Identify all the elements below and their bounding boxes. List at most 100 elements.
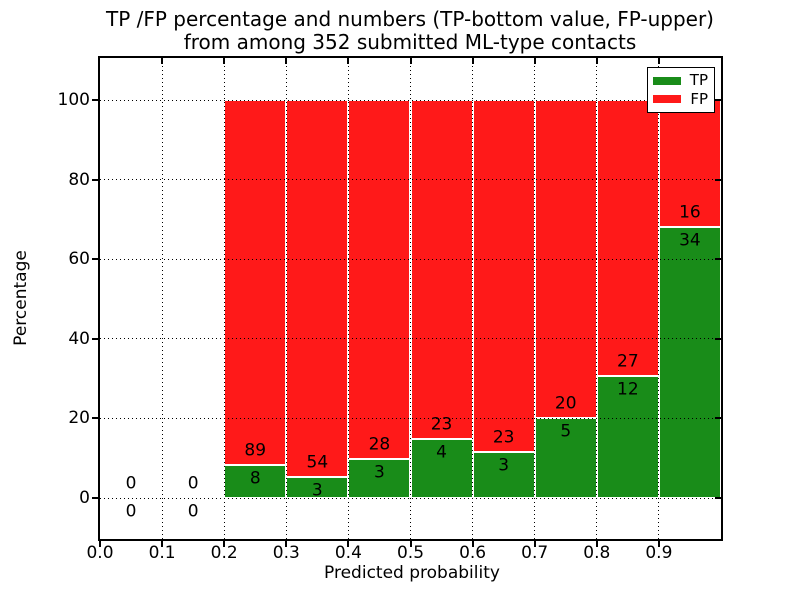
chart-title-line1: TP /FP percentage and numbers (TP-bottom… <box>106 7 714 31</box>
fp-count-label: 27 <box>617 351 639 372</box>
y-tick-label: 0 <box>79 488 90 508</box>
tp-count-label: 34 <box>679 230 701 251</box>
tp-bar-segment <box>286 477 349 498</box>
top-tick <box>533 58 536 64</box>
x-tick-label: 0.1 <box>148 543 176 563</box>
right-tick <box>715 258 721 261</box>
tp-bar-segment <box>348 459 411 498</box>
y-tick-label: 100 <box>57 90 90 110</box>
x-tick <box>595 541 598 547</box>
fp-bar-segment <box>286 100 349 478</box>
right-tick <box>715 99 721 101</box>
annotations-layer: 0 0 0 0 89 8 54 3 28 3 23 4 23 3 20 5 27 12 16 34 <box>100 58 721 539</box>
x-tick-label: 0.3 <box>272 543 300 563</box>
x-tick <box>533 541 536 547</box>
fp-bar-segment <box>472 100 535 453</box>
top-tick <box>595 58 598 64</box>
fp-count-label: 16 <box>679 202 701 223</box>
y-tick-label: 60 <box>68 249 90 270</box>
tp-count-label: 3 <box>498 455 510 476</box>
y-tick-label: 80 <box>68 169 90 190</box>
chart-title-line2: from among 352 submitted ML-type contact… <box>183 30 637 54</box>
v-gridline <box>223 58 225 539</box>
grid-layer <box>100 58 721 539</box>
top-tick <box>161 58 164 64</box>
top-tick <box>347 58 350 64</box>
fp-count-label: 89 <box>244 440 267 461</box>
x-tick <box>471 541 474 547</box>
v-gridline <box>534 58 536 539</box>
y-tick-label: 40 <box>68 328 90 349</box>
x-tick-label: 0.2 <box>210 543 238 563</box>
legend: TP FP <box>647 67 715 113</box>
fp-count-label: 23 <box>430 414 453 435</box>
v-gridline <box>161 58 163 539</box>
legend-item-fp: FP <box>653 89 708 108</box>
chart-title: TP /FP percentage and numbers (TP-bottom… <box>10 8 800 54</box>
fp-count-label: 0 <box>187 473 199 494</box>
tp-count-label: 3 <box>374 462 385 483</box>
y-tick <box>92 99 98 101</box>
y-tick-label: 20 <box>68 408 90 429</box>
x-tick <box>161 541 164 547</box>
top-tick <box>285 58 288 64</box>
tp-legend-label: TP <box>689 71 708 90</box>
x-tick <box>99 541 101 547</box>
tp-count-label: 3 <box>311 480 323 501</box>
tp-bar-segment <box>472 452 535 498</box>
fp-count-label: 0 <box>125 473 137 494</box>
right-tick <box>715 178 721 181</box>
tp-count-label: 12 <box>617 379 639 400</box>
right-tick <box>715 417 721 420</box>
y-tick <box>92 178 98 181</box>
v-gridline <box>347 58 349 539</box>
fp-bar-segment <box>410 100 473 440</box>
tp-count-label: 4 <box>436 442 447 463</box>
tp-count-label: 0 <box>187 501 199 522</box>
top-tick <box>409 58 412 64</box>
y-tick <box>92 337 98 340</box>
tp-count-label: 0 <box>125 501 137 522</box>
y-tick <box>92 258 98 261</box>
v-gridline <box>658 58 660 539</box>
top-tick <box>657 58 660 64</box>
tp-count-label: 8 <box>249 468 261 489</box>
fp-count-label: 20 <box>554 393 577 414</box>
fp-count-label: 23 <box>492 427 515 448</box>
v-gridline <box>410 58 411 539</box>
x-tick <box>347 541 350 547</box>
top-tick <box>471 58 474 64</box>
fp-legend-label: FP <box>690 89 708 108</box>
tp-count-label: 5 <box>560 421 572 442</box>
x-tick-label: 0.6 <box>459 543 487 563</box>
x-axis-label: Predicted probability <box>324 563 500 583</box>
right-tick <box>715 497 721 499</box>
x-tick-label: 0.8 <box>583 543 611 563</box>
legend-item-tp: TP <box>653 73 708 88</box>
right-tick <box>715 337 721 340</box>
x-tick-label: 0.7 <box>521 543 549 563</box>
fp-legend-swatch <box>653 95 681 104</box>
fp-bar-segment <box>348 100 411 460</box>
fp-bar-segment <box>596 100 659 376</box>
x-tick-label: 0.0 <box>86 543 114 563</box>
y-tick <box>92 497 98 499</box>
tp-bar-segment <box>224 465 287 498</box>
x-tick <box>285 541 288 547</box>
y-tick <box>92 417 98 420</box>
x-tick <box>409 541 412 547</box>
x-tick <box>223 541 226 547</box>
v-gridline <box>285 58 287 539</box>
fp-count-label: 28 <box>368 434 391 455</box>
x-tick-label: 0.9 <box>645 543 673 563</box>
tp-legend-swatch <box>653 76 681 85</box>
fp-bar-segment <box>224 100 287 466</box>
tp-bar-segment <box>658 227 721 498</box>
x-tick-label: 0.5 <box>396 543 425 563</box>
tp-bar-segment <box>596 375 659 498</box>
top-tick <box>223 58 226 64</box>
v-gridline <box>596 58 598 539</box>
fp-bar-segment <box>658 100 721 228</box>
x-tick <box>657 541 660 547</box>
